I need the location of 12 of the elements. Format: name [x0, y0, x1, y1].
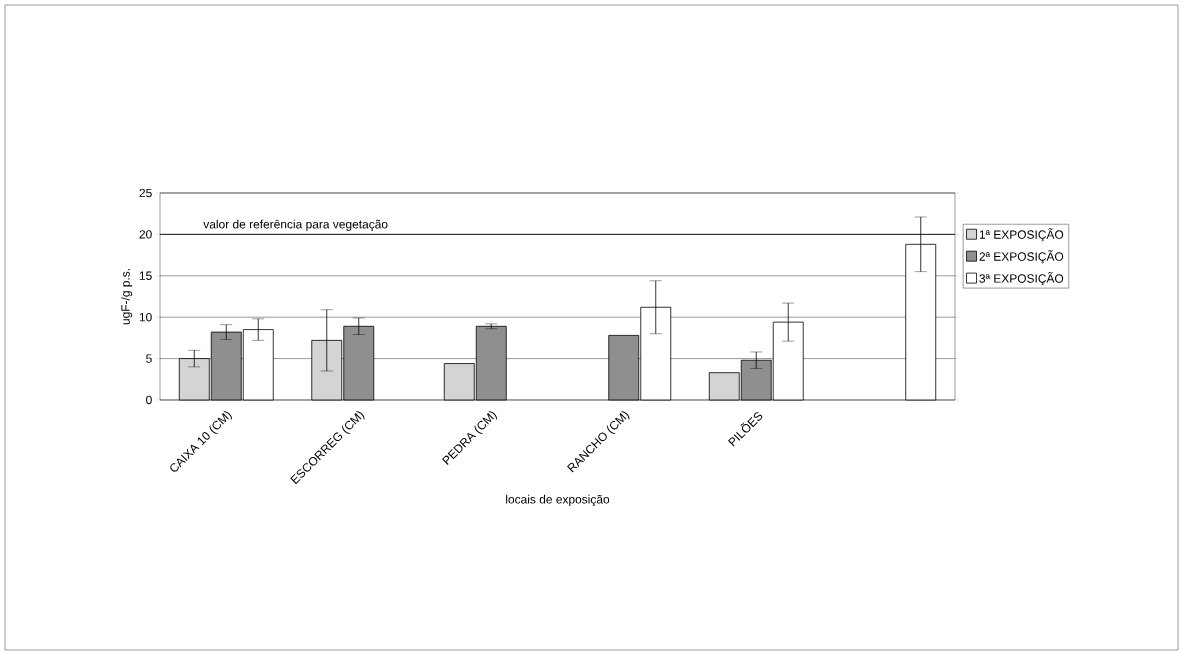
y-tick-label: 0: [146, 395, 152, 405]
ref-line-label: valor de referência para vegetação: [203, 219, 388, 231]
y-axis-title: ugF-/g p.s.: [120, 269, 133, 325]
legend-label: 3ª EXPOSIÇÃO: [979, 272, 1064, 286]
x-axis-title: locais de exposição: [506, 494, 610, 507]
legend-label: 2ª EXPOSIÇÃO: [979, 250, 1064, 264]
y-tick-label: 15: [139, 271, 152, 280]
y-tick-label: 20: [139, 230, 152, 239]
legend-label: 1ª EXPOSIÇÃO: [979, 228, 1064, 242]
y-tick-label: 10: [139, 312, 152, 322]
y-tick-label: 5: [146, 354, 152, 363]
y-tick-label: 25: [139, 188, 152, 198]
